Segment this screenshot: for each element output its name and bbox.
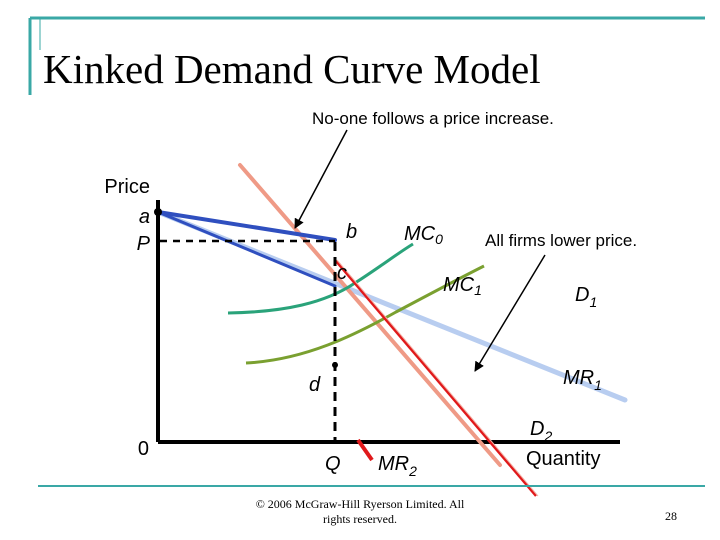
- point-d-dot: [332, 362, 338, 368]
- mc1-curve: [245, 264, 485, 365]
- label-origin: 0: [138, 438, 149, 460]
- marginal-revenue-mr2-outline: [336, 259, 539, 497]
- copyright-line-2: rights reserved.: [323, 512, 397, 526]
- mr-upper-segment: [156, 210, 337, 288]
- x-axis-label: Quantity: [526, 448, 600, 470]
- mr2-stub: [356, 438, 374, 462]
- demand-upper-segment: [156, 210, 337, 242]
- label-mc1: MC1: [443, 274, 482, 298]
- label-mc0: MC0: [404, 223, 443, 247]
- annotation-lower-price: All firms lower price.: [485, 231, 637, 250]
- label-point-a: a: [139, 206, 150, 228]
- arrow-no-one-follows: [294, 129, 348, 229]
- label-quantity-q: Q: [325, 453, 341, 475]
- curves: [155, 163, 628, 497]
- guide-lines: [160, 239, 337, 442]
- point-a-dot: [154, 208, 162, 216]
- y-axis-label: Price: [104, 176, 150, 198]
- slide-title: Kinked Demand Curve Model: [43, 46, 541, 92]
- demand-curve-d2: [238, 163, 502, 467]
- marginal-revenue-mr2: [334, 259, 537, 497]
- page-number: 28: [665, 509, 677, 523]
- title-frame: [28, 16, 705, 95]
- label-d2: D2: [530, 418, 552, 444]
- annotation-price-increase: No-one follows a price increase.: [312, 109, 554, 128]
- mc0-curve: [227, 242, 414, 315]
- labels: No-one follows a price increase. All fir…: [104, 109, 637, 479]
- label-price-p: P: [137, 233, 151, 255]
- label-point-c: c: [337, 262, 347, 284]
- label-d1: D1: [575, 284, 597, 310]
- label-point-d: d: [309, 374, 321, 396]
- label-mr2: MR2: [378, 453, 417, 479]
- arrow-all-firms-lower: [474, 254, 546, 372]
- axes: [156, 200, 620, 444]
- label-mr1: MR1: [563, 367, 602, 393]
- label-point-b: b: [346, 221, 357, 243]
- copyright-line-1: © 2006 McGraw-Hill Ryerson Limited. All: [256, 497, 465, 511]
